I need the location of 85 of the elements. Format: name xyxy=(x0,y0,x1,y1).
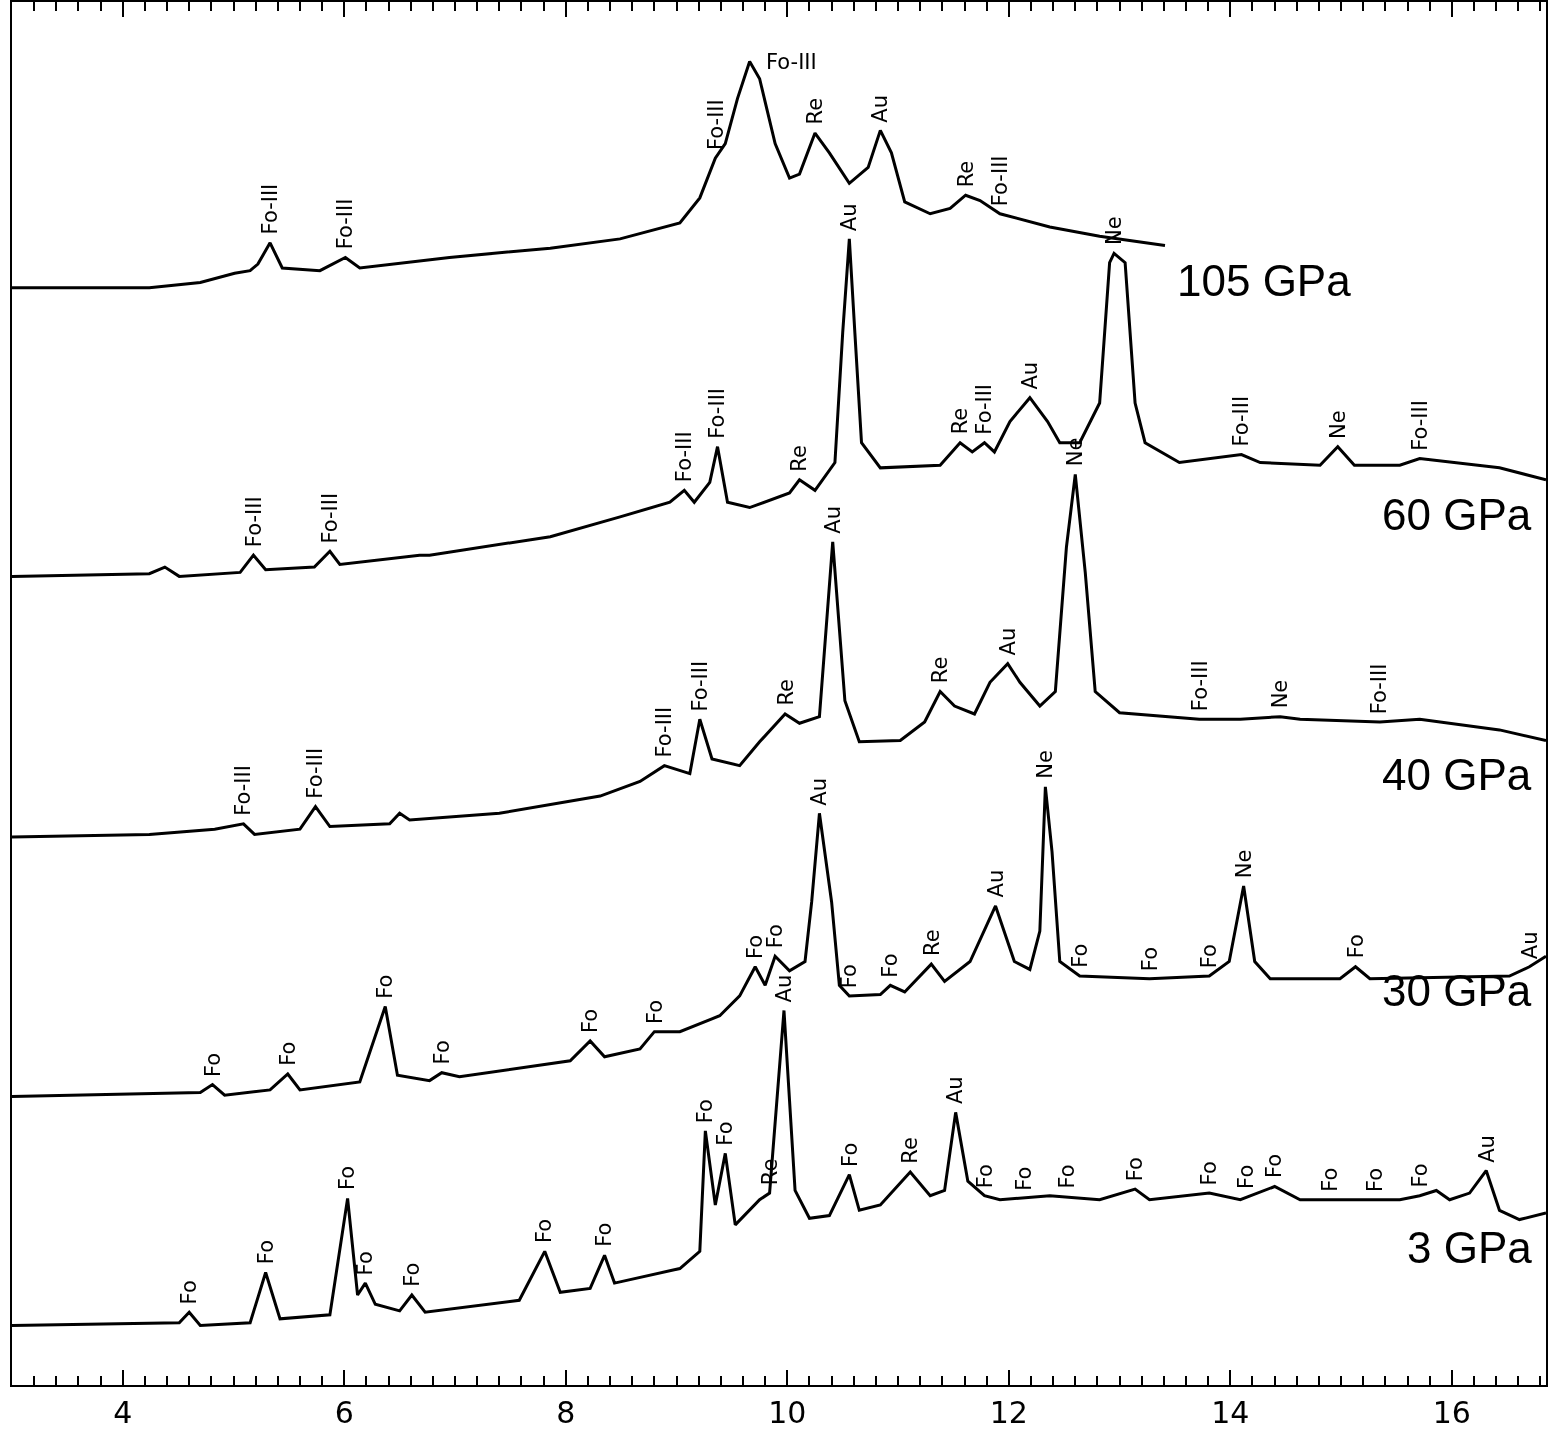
annotation: Fo xyxy=(1122,1157,1147,1182)
annotation: Fo-III xyxy=(303,747,328,799)
annotation: Au xyxy=(771,974,796,1003)
annotation: Fo xyxy=(177,1280,201,1305)
annotation: Au xyxy=(1517,931,1542,960)
x-tick-label: 6 xyxy=(334,1395,354,1430)
annotation: Au xyxy=(807,778,832,806)
annotation: Fo xyxy=(1197,1161,1222,1186)
annotation: Re xyxy=(928,656,953,684)
x-tick-label: 12 xyxy=(989,1395,1028,1430)
annotation: Fo-III xyxy=(987,155,1012,207)
annotation: Fo xyxy=(532,1218,557,1244)
annotation: Fo xyxy=(1055,1164,1080,1189)
annotation: Fo-III xyxy=(241,496,266,548)
annotation: Fo xyxy=(972,1164,997,1189)
annotation: Fo xyxy=(1197,944,1222,969)
annotation: Fo-III xyxy=(1367,663,1392,715)
series-label: 60 GPa xyxy=(1382,490,1532,539)
annotation: Fo-III xyxy=(652,706,677,758)
annotation: Fo xyxy=(430,1040,455,1065)
annotation: Ne xyxy=(1325,410,1350,439)
annotation: Fo xyxy=(837,1142,862,1167)
annotation: Fo xyxy=(1233,1164,1258,1189)
x-tick-label: 8 xyxy=(556,1395,576,1430)
annotation: Fo xyxy=(254,1239,279,1265)
annotation: Au xyxy=(943,1076,968,1105)
annotation: Fo xyxy=(1262,1153,1287,1179)
annotation: Ne xyxy=(1268,679,1293,709)
annotation: Fo xyxy=(200,1052,225,1078)
annotation: Re xyxy=(947,407,972,435)
annotation: Fo xyxy=(353,1251,378,1276)
annotation: Fo xyxy=(372,974,397,999)
x-tick-label: 4 xyxy=(113,1395,133,1430)
annotation: Fo-III xyxy=(672,431,697,483)
annotation: Ne xyxy=(1033,750,1058,779)
annotation: Au xyxy=(996,627,1020,656)
annotation: Fo xyxy=(275,1041,300,1066)
annotation: Re xyxy=(919,929,944,956)
annotation: Fo xyxy=(1362,1167,1387,1193)
annotation: Fo-III xyxy=(333,198,358,250)
x-tick-label: 16 xyxy=(1432,1395,1471,1430)
annotation: Fo xyxy=(1343,934,1368,959)
annotation: Fo xyxy=(837,964,862,989)
annotation: Fo xyxy=(1067,943,1092,968)
annotation: Re xyxy=(787,445,812,472)
annotation: Re xyxy=(953,160,978,188)
annotation: Fo xyxy=(762,924,787,949)
annotation: Fo xyxy=(642,999,667,1025)
annotation: Fo xyxy=(1137,947,1162,972)
x-tick-label: 10 xyxy=(768,1395,807,1430)
annotation: Fo-III xyxy=(231,765,256,816)
annotation: Fo-III xyxy=(705,387,730,439)
annotation: Au xyxy=(837,203,862,232)
series-label: 40 GPa xyxy=(1382,750,1532,799)
annotation: Fo xyxy=(1011,1166,1036,1191)
annotation: Re xyxy=(897,1137,922,1164)
annotation: Fo-III xyxy=(766,50,817,74)
annotation: Fo-III xyxy=(1407,400,1432,451)
annotation: Fo-III xyxy=(1187,660,1212,712)
annotation: Au xyxy=(983,869,1008,898)
annotation: Fo xyxy=(578,1008,603,1034)
annotation: Fo xyxy=(335,1165,360,1190)
annotation: Fo-III xyxy=(1229,395,1254,447)
annotation: Au xyxy=(1018,361,1043,390)
annotation: Fo-III xyxy=(972,383,997,435)
annotation: Fo xyxy=(592,1222,617,1247)
annotation: Fo xyxy=(1318,1167,1343,1192)
annotation: Re xyxy=(773,679,798,706)
annotation: Fo-III xyxy=(703,99,728,150)
series-label: 105 GPa xyxy=(1177,256,1352,305)
annotation: Au xyxy=(867,95,892,123)
annotation: Fo-III xyxy=(688,660,712,712)
x-tick-label: 14 xyxy=(1211,1395,1250,1430)
annotation: Fo-III xyxy=(318,492,343,544)
annotation: Ne xyxy=(1232,849,1257,879)
series-label: 3 GPa xyxy=(1407,1223,1533,1272)
annotation: Fo-III xyxy=(257,183,282,235)
annotation: Fo xyxy=(877,953,902,978)
annotation: Fo xyxy=(712,1121,737,1146)
annotation: Fo xyxy=(693,1099,718,1124)
annotation: Fo xyxy=(1407,1163,1432,1188)
annotation: Au xyxy=(820,506,845,534)
annotation: Au xyxy=(1474,1135,1499,1163)
annotation: Fo xyxy=(399,1262,424,1287)
annotation: Re xyxy=(803,97,828,125)
